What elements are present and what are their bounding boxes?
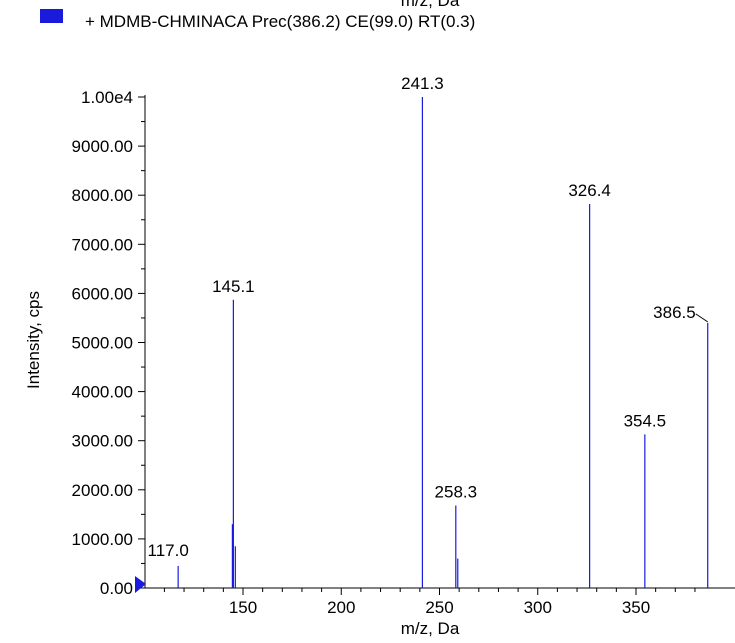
x-tick-label: 250 bbox=[425, 598, 453, 617]
peak-label: 145.1 bbox=[212, 277, 255, 296]
legend-label: + MDMB-CHMINACA Prec(386.2) CE(99.0) RT(… bbox=[85, 12, 475, 31]
x-tick-label: 300 bbox=[524, 598, 552, 617]
legend: + MDMB-CHMINACA Prec(386.2) CE(99.0) RT(… bbox=[40, 9, 475, 31]
y-tick-label: 8000.00 bbox=[72, 186, 133, 205]
y-tick-label: 3000.00 bbox=[72, 432, 133, 451]
peak-label: 117.0 bbox=[148, 541, 189, 560]
y-tick-label: 1.00e4 bbox=[81, 88, 133, 107]
y-tick-label: 2000.00 bbox=[72, 481, 133, 500]
x-tick-label: 350 bbox=[622, 598, 650, 617]
y-tick-label: 4000.00 bbox=[72, 383, 133, 402]
origin-marker-icon[interactable] bbox=[135, 576, 146, 593]
peak-label-leader bbox=[695, 313, 708, 323]
y-tick-label: 5000.00 bbox=[72, 334, 133, 353]
y-tick-label: 1000.00 bbox=[72, 530, 133, 549]
x-axis-title: m/z, Da bbox=[401, 619, 460, 638]
peak-label: 386.5 bbox=[653, 303, 696, 322]
peak-label: 258.3 bbox=[435, 483, 478, 502]
y-axis-title: Intensity, cps bbox=[24, 291, 43, 389]
peak-label: 354.5 bbox=[624, 411, 667, 430]
x-ticks: 150 200 250 300 350 bbox=[163, 588, 696, 617]
x-tick-label: 150 bbox=[229, 598, 257, 617]
peak-labels: 117.0 145.1 241.3 258.3 326.4 354.5 386.5 bbox=[148, 74, 708, 560]
y-tick-label: 9000.00 bbox=[72, 137, 133, 156]
peak-label: 326.4 bbox=[568, 181, 611, 200]
peaks bbox=[177, 97, 709, 588]
y-tick-label: 0.00 bbox=[100, 579, 133, 598]
x-tick-label: 200 bbox=[327, 598, 355, 617]
y-tick-label: 7000.00 bbox=[72, 235, 133, 254]
header-fragment: m/z, Da bbox=[401, 0, 460, 10]
legend-swatch bbox=[40, 9, 63, 23]
y-ticks: 0.00 1000.00 2000.00 3000.00 4000.00 5000.00 6… bbox=[72, 88, 145, 598]
y-tick-label: 6000.00 bbox=[72, 284, 133, 303]
peak-label: 241.3 bbox=[401, 74, 444, 93]
